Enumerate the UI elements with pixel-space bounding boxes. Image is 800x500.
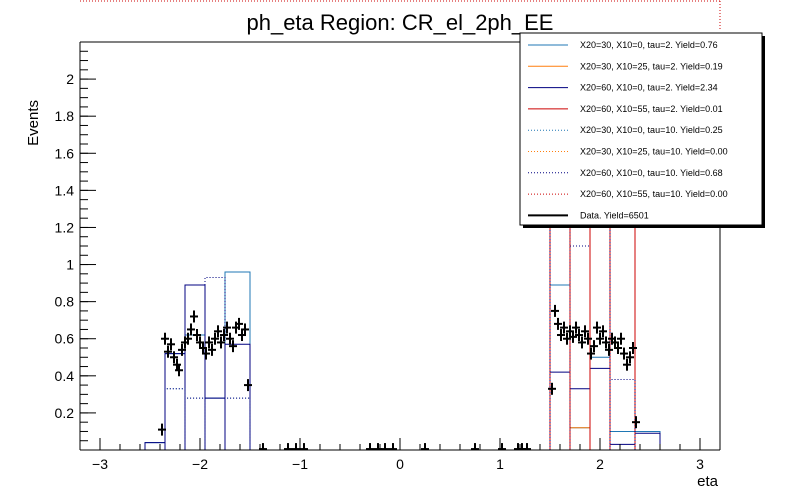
series-8-point-35 [374, 443, 382, 451]
series-8-point-7 [178, 343, 186, 356]
series-8-point-52 [572, 321, 580, 334]
series-8-point-32 [292, 443, 300, 451]
series-8-point-58 [590, 340, 598, 353]
series-8-point-57 [587, 347, 595, 360]
series-8-point-29 [244, 379, 252, 392]
y-axis-label: Events [25, 100, 42, 146]
series-8-point-1 [161, 332, 169, 345]
series-8-point-59 [593, 321, 601, 334]
y-tick-label: 1.2 [55, 219, 75, 235]
series-8-point-56 [584, 332, 592, 345]
series-8-point-20 [217, 336, 225, 349]
series-8-point-61 [599, 325, 607, 338]
y-tick-label: 2 [66, 71, 74, 87]
series-8-point-68 [620, 347, 628, 360]
series-8-point-55 [581, 325, 589, 338]
series-8-point-24 [229, 340, 237, 353]
series-8-point-40 [498, 443, 506, 451]
series-8-point-21 [220, 329, 228, 342]
series-8-point-62 [602, 336, 610, 349]
x-tick-label: 0 [396, 456, 404, 472]
series-8-point-9 [184, 332, 192, 345]
x-tick-label: −1 [292, 456, 308, 472]
series-8-point-72 [632, 416, 640, 429]
series-8-point-70 [626, 351, 634, 364]
series-8-point-53 [575, 329, 583, 342]
series-8-point-23 [226, 332, 234, 345]
series-2-bin-2 [184, 284, 206, 450]
series-8-point-15 [202, 347, 210, 360]
series-8-point-66 [614, 342, 622, 354]
y-tick-label: 0.2 [55, 405, 75, 421]
axes-layer: −3 −2 −1 0 1 2 3 0.2 0.4 0.6 0.8 1 1.2 1.4 1.6 1.8 2 [55, 41, 721, 472]
legend-entry-8: Data. Yield=6501 [580, 210, 649, 220]
series-8-point-43 [523, 443, 531, 451]
series-8-point-28 [241, 323, 249, 336]
series-8-point-39 [471, 443, 479, 451]
legend-entry-6: X20=60, X10=0, tau=10. Yield=0.68 [580, 168, 723, 178]
series-8-point-6 [175, 364, 183, 377]
y-tick-label: 1.4 [55, 182, 75, 198]
series-8-point-46 [554, 317, 562, 330]
series-8-point-10 [187, 323, 195, 336]
y-tick-label: 0.6 [55, 331, 75, 347]
legend-entry-5: X20=30, X10=25, tau=10. Yield=0.00 [580, 147, 728, 157]
series-8-point-71 [629, 342, 637, 354]
y-tick-label: 1 [66, 257, 74, 273]
series-8-point-45 [551, 304, 559, 317]
x-tick-label: 3 [696, 456, 704, 472]
series-8-point-67 [617, 332, 625, 345]
series-8-point-16 [205, 336, 213, 349]
series-8-point-63 [605, 343, 613, 356]
series-8-point-12 [193, 329, 201, 342]
series-8-point-17 [208, 343, 216, 356]
series-8-point-19 [214, 325, 222, 338]
legend-entry-1: X20=30, X10=25, tau=2. Yield=0.19 [580, 61, 723, 71]
series-8-point-51 [569, 330, 577, 343]
series-8-point-31 [284, 443, 292, 451]
legend-entry-3: X20=60, X10=55, tau=2. Yield=0.01 [580, 104, 723, 114]
x-tick-label: −2 [192, 456, 208, 472]
y-tick-label: 0.4 [55, 368, 75, 384]
series-8-point-60 [596, 332, 604, 345]
series-8-point-11 [190, 310, 198, 323]
legend: X20=30, X10=0, tau=2. Yield=0.76 X20=30, … [519, 32, 765, 228]
series-8-point-22 [223, 321, 231, 334]
series-8-point-47 [557, 329, 565, 342]
series-8-point-48 [560, 321, 568, 334]
series-8-point-3 [167, 338, 175, 351]
series-8-point-34 [366, 443, 374, 451]
x-axis-label: eta [697, 473, 719, 490]
series-8-point-2 [164, 345, 172, 358]
series-8-point-37 [389, 443, 397, 451]
series-8-point-54 [578, 336, 586, 349]
legend-box [519, 32, 763, 226]
series-8-point-26 [235, 317, 243, 330]
chart-title: ph_eta Region: CR_el_2ph_EE [246, 10, 553, 35]
y-tick-label: 0.8 [55, 294, 75, 310]
series-8-point-4 [170, 351, 178, 364]
series-6-bin-3 [224, 397, 251, 450]
x-tick-label: 2 [596, 456, 604, 472]
x-tick-label: 1 [496, 456, 504, 472]
series-8-point-18 [211, 332, 219, 345]
legend-entry-0: X20=30, X10=0, tau=2. Yield=0.76 [580, 40, 718, 50]
series-8-point-33 [300, 443, 308, 451]
data-points-layer [158, 304, 640, 451]
series-8-point-49 [563, 332, 571, 345]
legend-entry-4: X20=30, X10=0, tau=10. Yield=0.25 [580, 125, 723, 135]
y-tick-label: 1.8 [55, 108, 75, 124]
series-8-point-44 [548, 382, 556, 395]
x-tick-label: −3 [92, 456, 108, 472]
y-tick-label: 1.6 [55, 145, 75, 161]
legend-entry-2: X20=60, X10=0, tau=2. Yield=2.34 [580, 83, 718, 93]
series-8-point-69 [623, 358, 631, 371]
legend-entry-7: X20=60, X10=55, tau=10. Yield=0.00 [580, 189, 728, 199]
series-8-point-38 [421, 443, 429, 451]
series-8-point-0 [158, 423, 166, 436]
series-8-point-36 [381, 443, 389, 451]
